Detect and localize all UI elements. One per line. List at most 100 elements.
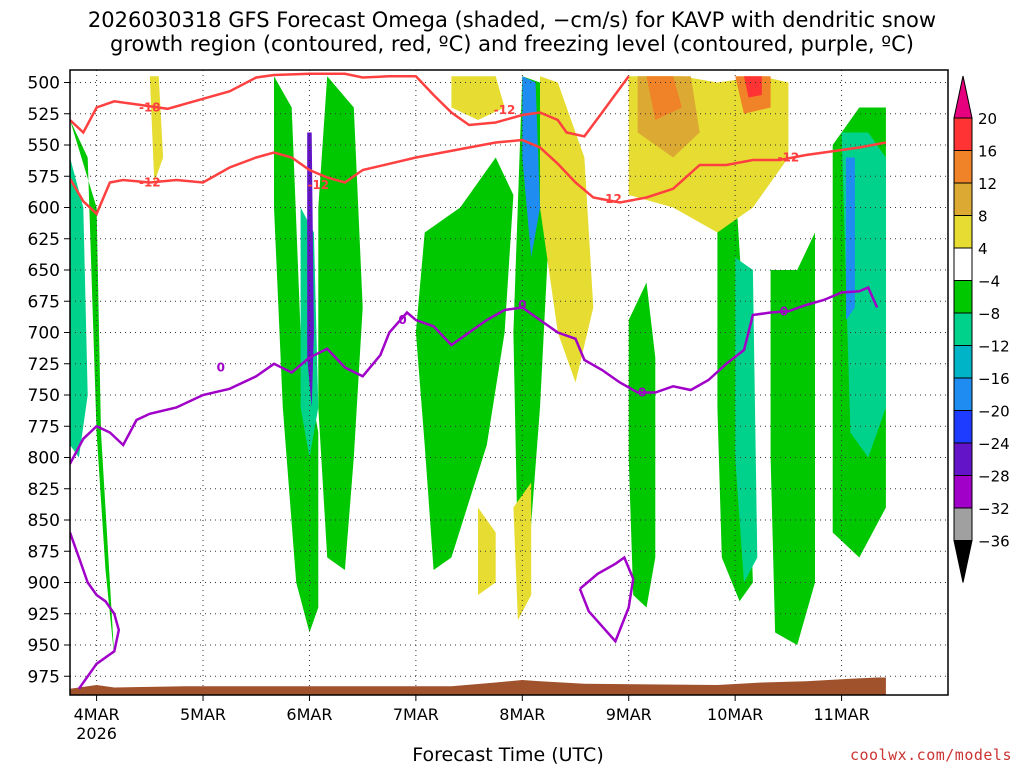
freezing-level-line [70,285,879,465]
colorbar-segment [953,410,973,444]
colorbar-segment [953,475,973,509]
x-axis-label: Forecast Time (UTC) [412,744,604,766]
omega-area [646,76,682,120]
freezing-contour-label: 0 [398,313,406,327]
omega-area [149,76,164,183]
colorbar-cap-bottom [953,540,973,583]
y-tick-label: 625 [28,230,60,250]
colorbar-segment [953,247,973,281]
colorbar-label: 16 [978,143,997,161]
freezing-contour-label: 0 [638,386,646,400]
y-tick-label: 750 [28,386,60,406]
x-tick-label: 5MAR [180,705,226,724]
freezing-lower-left-contour [70,532,121,690]
colorbar-segment [953,312,973,346]
y-tick-label: 800 [28,449,60,469]
omega-area [540,76,594,383]
colorbar-label: −12 [978,338,1010,356]
colorbar-label: 4 [978,240,988,258]
colorbar-segment [953,442,973,476]
y-tick-label: 900 [28,574,60,594]
colorbar-label: −4 [978,273,1000,291]
colorbar-label: −28 [978,468,1010,486]
dgz-contour-label: -12 [139,176,161,190]
colorbar-label: −8 [978,305,1000,323]
freezing-contour-label: 0 [780,304,788,318]
x-tick-sublabel: 2026 [76,724,117,743]
omega-area [735,257,758,583]
x-tick-label: 10MAR [707,705,763,724]
y-tick-label: 850 [28,511,60,531]
axes: 500 525 550 575 600 625 650 675 700 725 750 775 800 8… [28,69,949,743]
x-tick-label: 8MAR [499,705,545,724]
y-tick-label: 975 [28,667,60,687]
colorbar-label: 12 [978,175,997,193]
colorbar: 20 16 12 8 4 −4 −8 −12 −16 −20 −24 −28 −32 −36 [953,75,1010,583]
dgz-contour-upper [70,72,630,138]
colorbar-label: −24 [978,435,1010,453]
x-tick-label: 6MAR [286,705,332,724]
y-tick-label: 500 [28,74,60,94]
dgz-contour-label: -12 [778,151,800,165]
freezing-contour-label: 0 [518,298,526,312]
freezing-contour-label: 0 [217,361,225,375]
y-tick-label: 875 [28,542,60,562]
contour-lines: -18 -12 -12 -12 -12 -12 0 0 0 0 0 [70,72,887,690]
colorbar-segment [953,150,973,184]
x-tick-label: 7MAR [393,705,439,724]
y-tick-label: 575 [28,167,60,187]
terrain-fill [70,677,886,695]
y-tick-label: 600 [28,199,60,219]
y-tick-label: 525 [28,105,60,125]
plot-frame [69,69,949,696]
colorbar-label: −36 [978,533,1010,551]
dgz-contour-label: -12 [307,178,329,192]
y-tick-label: 925 [28,605,60,625]
y-tick-label: 550 [28,136,60,156]
site-credit: coolwx.com/models [849,746,1012,764]
x-tick-label: 11MAR [813,705,869,724]
omega-area [513,482,532,620]
y-tick-label: 825 [28,480,60,500]
grid-lines [70,70,948,695]
chart-title-line-1: 2026030318 GFS Forecast Omega (shaded, −… [87,8,937,32]
dgz-contour-label: -12 [600,192,622,206]
y-tick-label: 675 [28,292,60,312]
omega-area [274,76,319,633]
omega-area [318,76,363,571]
omega-area [628,282,656,608]
colorbar-label: −32 [978,500,1010,518]
x-tick-label: 4MAR [74,705,120,724]
omega-shading [70,76,886,658]
colorbar-label: −20 [978,403,1010,421]
chart-title-line-2: growth region (contoured, red, ºC) and f… [110,32,914,56]
y-tick-label: 700 [28,324,60,344]
freezing-closed-contour [578,555,635,644]
y-tick-label: 775 [28,417,60,437]
x-tick-label: 9MAR [606,705,652,724]
terrain-layer [70,677,886,695]
y-tick-label: 725 [28,355,60,375]
omega-area [744,76,762,98]
colorbar-segment [953,377,973,411]
colorbar-label: 8 [978,208,988,226]
colorbar-cap-top [953,75,973,119]
omega-area [478,507,496,595]
y-tick-label: 950 [28,636,60,656]
dgz-contour-label: -12 [494,103,516,117]
omega-area [451,76,505,120]
omega-area [70,157,88,458]
colorbar-segment [953,215,973,249]
dgz-contour-label: -18 [139,101,161,115]
omega-area [70,120,115,658]
colorbar-label: −16 [978,370,1010,388]
colorbar-label: 20 [978,110,997,128]
omega-area [522,76,540,258]
omega-area [415,157,514,570]
y-tick-label: 650 [28,261,60,281]
colorbar-segment [953,345,973,379]
colorbar-segment [953,117,973,151]
dgz-contour-lower [70,138,887,216]
colorbar-segment [953,182,973,216]
